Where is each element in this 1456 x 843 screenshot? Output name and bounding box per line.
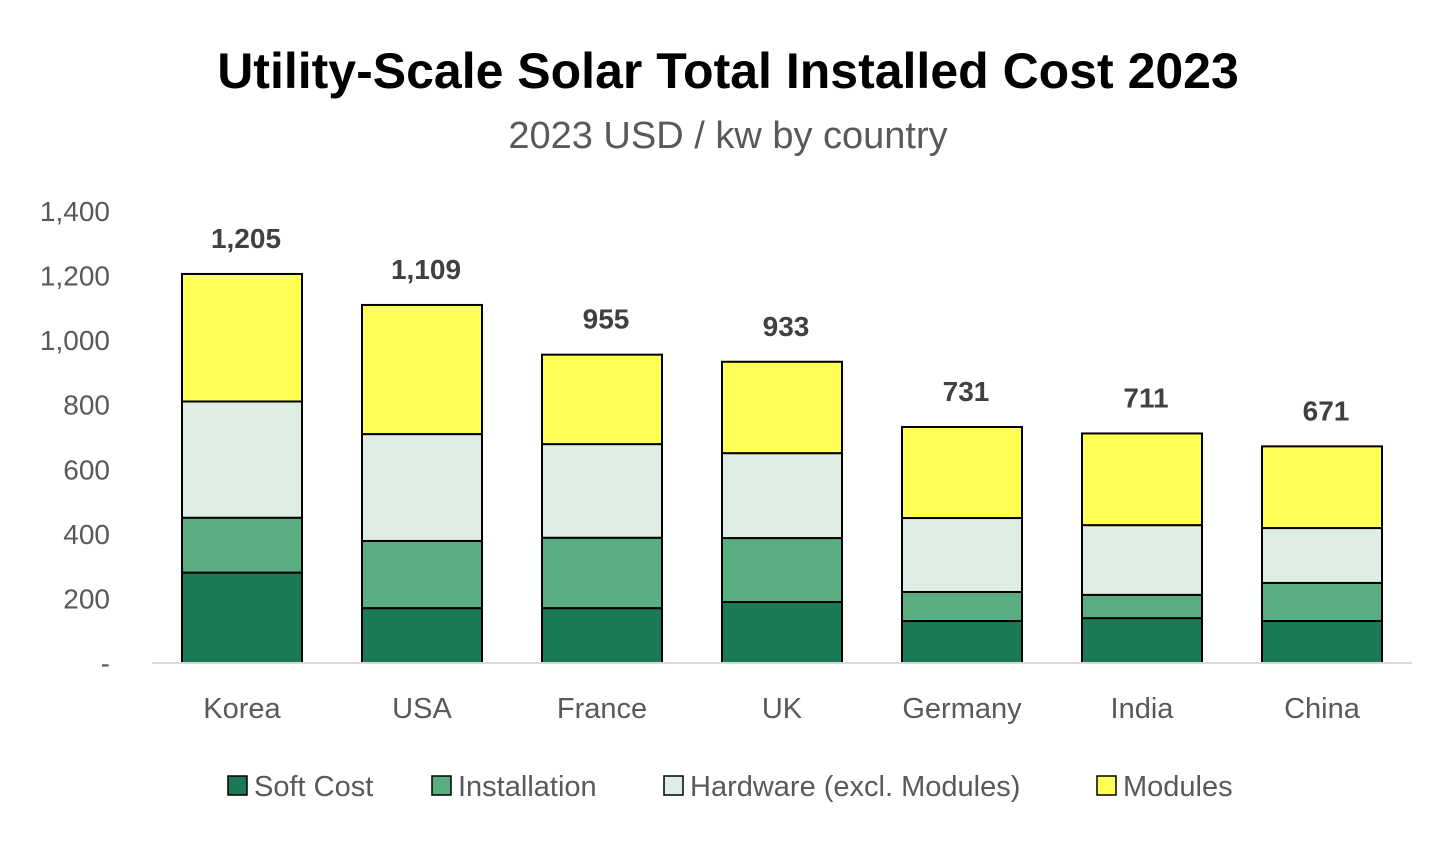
bars: 1,205 1,109 955 933 731 711 671 [181,223,1383,665]
bar-segment-modules [1081,432,1203,527]
bar-segment-modules [1261,445,1383,530]
y-tick-label: 800 [63,390,110,421]
y-tick-label: 200 [63,583,110,614]
bar-segment-modules [541,353,663,446]
bar-segment-installation [1081,593,1203,620]
total-data-label: 933 [763,311,810,342]
bar-segment-soft-cost [1081,617,1203,665]
legend-item: Installation [431,771,597,803]
bar-segment-modules [181,272,303,403]
legend-swatch [227,775,248,796]
bar-segment-installation [721,537,843,603]
legend-item: Modules [1096,771,1233,803]
y-axis: - 200 400 600 800 1,000 1,200 1,400 [40,196,110,679]
bar-segment-hardware-excl-modules [541,443,663,539]
bar-segment-hardware-excl-modules [361,433,483,542]
legend-label: Soft Cost [254,771,373,803]
x-tick-label: China [1284,693,1361,725]
x-tick-label: Korea [203,693,281,725]
bar-segment-installation [361,539,483,610]
bar-segment-hardware-excl-modules [181,400,303,519]
bar-segment-soft-cost [901,620,1023,664]
bar-segment-soft-cost [1261,620,1383,664]
bar-segment-installation [181,516,303,574]
bar-segment-soft-cost [721,600,843,664]
x-tick-label: USA [392,693,452,725]
bar-segment-installation [1261,581,1383,623]
bar-segment-modules [361,303,483,436]
y-tick-label: 1,200 [40,261,110,292]
bar-segment-soft-cost [181,571,303,664]
total-data-label: 711 [1123,382,1168,413]
y-tick-label: 600 [63,454,110,485]
chart-subtitle: 2023 USD / kw by country [508,115,947,157]
legend: Soft Cost Installation Hardware (excl. Mod… [227,771,1233,803]
legend-swatch [431,775,452,796]
bar-segment-modules [721,360,843,455]
bar-segment-modules [901,425,1023,520]
bar-segment-hardware-excl-modules [1081,524,1203,596]
bar-segment-hardware-excl-modules [721,452,843,540]
total-data-label: 955 [583,304,630,335]
total-data-label: 671 [1303,395,1350,426]
legend-item: Soft Cost [227,771,373,803]
x-tick-label: UK [762,693,803,725]
x-axis: Korea USA France UK Germany India China [203,693,1360,725]
legend-swatch [663,775,684,796]
legend-item: Hardware (excl. Modules) [663,771,1020,803]
legend-label: Installation [458,771,597,803]
x-tick-label: India [1111,693,1175,725]
legend-label: Modules [1123,771,1233,803]
legend-label: Hardware (excl. Modules) [690,771,1020,803]
bar-segment-hardware-excl-modules [1261,527,1383,584]
legend-swatch [1096,775,1117,796]
x-tick-label: France [557,693,647,725]
bar-segment-soft-cost [361,607,483,664]
y-tick-label: - [101,648,110,679]
y-tick-label: 1,400 [40,196,110,227]
total-data-label: 731 [943,376,990,407]
bar-segment-hardware-excl-modules [901,517,1023,593]
bar-segment-installation [541,536,663,610]
total-data-label: 1,109 [391,254,461,285]
y-tick-label: 400 [63,519,110,550]
bar-segment-soft-cost [541,607,663,664]
chart-title: Utility-Scale Solar Total Installed Cost… [217,43,1239,99]
y-tick-label: 1,000 [40,325,110,356]
x-tick-label: Germany [902,693,1022,725]
total-data-label: 1,205 [211,223,281,254]
bar-segment-installation [901,590,1023,623]
